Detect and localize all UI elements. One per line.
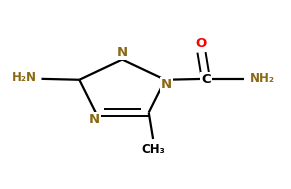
Text: O: O: [196, 37, 207, 50]
Text: N: N: [161, 78, 172, 91]
Text: C: C: [201, 73, 211, 86]
Text: N: N: [89, 113, 100, 126]
Text: H₂N: H₂N: [12, 71, 37, 84]
Text: CH₃: CH₃: [141, 143, 165, 156]
Text: NH₂: NH₂: [250, 72, 275, 85]
Text: N: N: [117, 46, 128, 59]
